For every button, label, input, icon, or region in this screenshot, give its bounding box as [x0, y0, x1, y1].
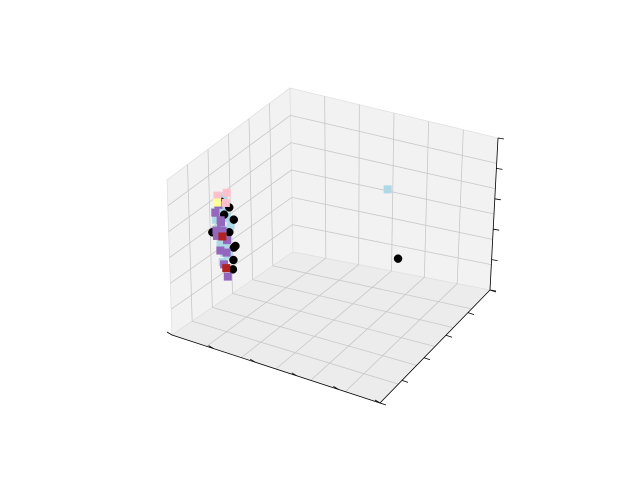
x-axis-line: [171, 334, 381, 404]
scatter-point: [229, 255, 238, 265]
scatter-point: [213, 191, 222, 200]
floor-gridline: [345, 283, 458, 392]
z-tick: [497, 137, 505, 140]
scatter-point: [222, 188, 231, 197]
scatter-point: [223, 236, 232, 245]
scatter-point: [229, 215, 239, 224]
y-tick: [467, 312, 475, 315]
scatter-point: [221, 198, 230, 207]
scatter-point: [383, 185, 392, 194]
scatter-point: [216, 246, 225, 255]
scatter-point: [218, 227, 227, 236]
y-tick: [489, 289, 497, 293]
axes-ticks: [166, 137, 505, 406]
y-tick: [401, 380, 409, 383]
scatter-point: [218, 232, 227, 241]
back-wall-gridline: [290, 114, 497, 164]
z-axis-line: [489, 137, 499, 291]
scatter-point: [393, 254, 403, 263]
z-tick: [491, 259, 498, 261]
scatter-point: [212, 226, 221, 235]
x-tick: [249, 358, 256, 363]
scatter-point: [229, 243, 239, 252]
scatter-point: [216, 239, 225, 248]
scatter-point: [226, 220, 235, 229]
y-tick: [379, 402, 387, 406]
scatter-point: [213, 231, 222, 240]
scatter-point: [219, 205, 228, 214]
x-tick: [208, 345, 214, 349]
scatter-point: [213, 198, 222, 207]
z-tick: [496, 168, 503, 170]
data-marks: [208, 185, 403, 281]
left-wall-gridline: [167, 115, 291, 207]
z-tick: [493, 228, 500, 231]
x-tick: [166, 331, 173, 336]
axes-edges: [171, 137, 499, 404]
scatter-point: [223, 272, 232, 281]
y-tick: [423, 357, 431, 361]
y-axis-line: [379, 289, 491, 404]
scatter-point: [216, 216, 225, 225]
y-tick: [445, 334, 453, 338]
scatter-point: [222, 264, 231, 273]
x-tick: [374, 399, 381, 404]
x-tick: [291, 372, 298, 377]
x-tick: [333, 386, 339, 390]
scatter-point: [222, 248, 231, 257]
scatter-point: [212, 215, 221, 224]
z-tick: [494, 198, 501, 201]
scatter-point: [211, 208, 220, 217]
